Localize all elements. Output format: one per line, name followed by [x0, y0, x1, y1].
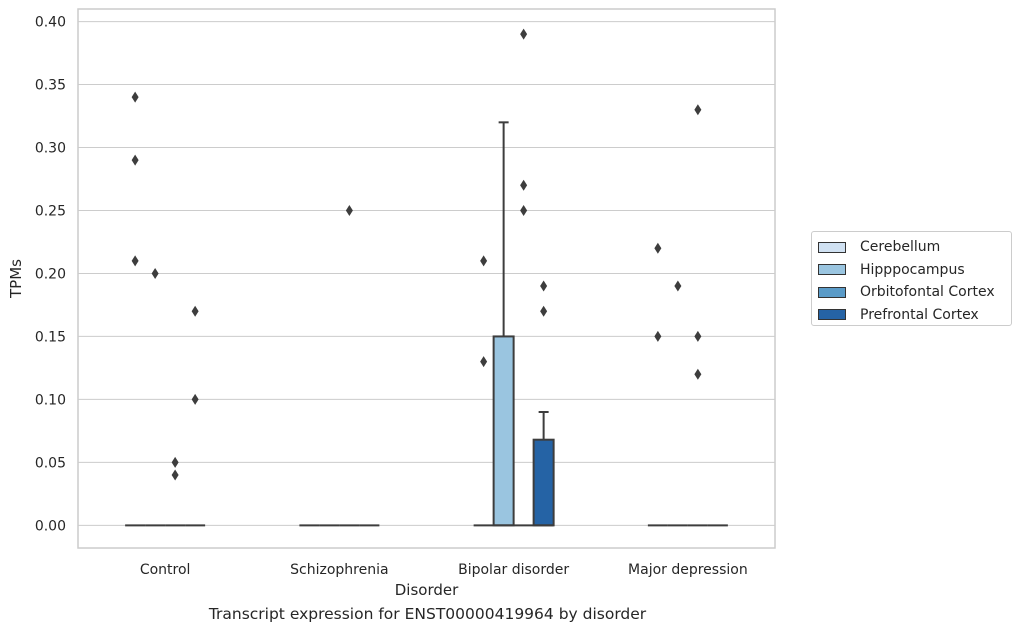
- outlier-point: [151, 267, 159, 279]
- outlier-point: [131, 154, 139, 166]
- legend-item-orbitofrontal-cortex: Orbitofontal Cortex: [818, 281, 1011, 304]
- box: [492, 335, 515, 527]
- legend-label: Hipppocampus: [860, 261, 965, 278]
- x-tick-label: Schizophrenia: [290, 562, 388, 578]
- outlier-point: [131, 255, 139, 267]
- chart-caption: Transcript expression for ENST0000041996…: [208, 605, 647, 623]
- legend-label: Cerebellum: [860, 239, 941, 256]
- outlier-point: [520, 179, 528, 191]
- legend-item-cerebellum: Cerebellum: [818, 236, 1011, 259]
- legend-item-prefrontal-cortex: Prefrontal Cortex: [818, 304, 1011, 327]
- y-tick-label: 0.40: [35, 15, 66, 31]
- outlier-point: [520, 28, 528, 40]
- outlier-point: [520, 204, 528, 216]
- y-tick-label: 0.35: [35, 78, 66, 94]
- x-tick-label: Control: [140, 562, 191, 578]
- y-tick-label: 0.15: [35, 329, 66, 345]
- legend-item-hippocampus: Hipppocampus: [818, 259, 1011, 282]
- outlier-point: [191, 393, 199, 405]
- y-tick-label: 0.30: [35, 141, 66, 157]
- outlier-point: [654, 330, 662, 342]
- y-tick-label: 0.00: [35, 518, 66, 534]
- legend-swatch: [818, 264, 846, 276]
- outlier-point: [694, 368, 702, 380]
- outlier-point: [540, 280, 548, 292]
- legend-swatch: [818, 286, 846, 298]
- outlier-point: [674, 280, 682, 292]
- outlier-point: [540, 305, 548, 317]
- x-axis-label: Disorder: [395, 581, 459, 599]
- legend-label: Prefrontal Cortex: [860, 306, 979, 323]
- x-tick-label: Bipolar disorder: [458, 562, 569, 578]
- y-tick-label: 0.20: [35, 266, 66, 282]
- legend: Cerebellum Hipppocampus Orbitofontal Cor…: [811, 231, 1012, 326]
- outlier-point: [171, 469, 179, 481]
- legend-label: Orbitofontal Cortex: [860, 284, 995, 301]
- outlier-point: [694, 330, 702, 342]
- plot-frame: [77, 8, 776, 549]
- outlier-point: [345, 204, 353, 216]
- y-tick-label: 0.25: [35, 203, 66, 219]
- legend-swatch: [818, 309, 846, 321]
- outlier-point: [480, 255, 488, 267]
- legend-swatch: [818, 241, 846, 253]
- outlier-point: [191, 305, 199, 317]
- y-tick-label: 0.05: [35, 455, 66, 471]
- y-tick-label: 0.10: [35, 392, 66, 408]
- x-tick-label: Major depression: [628, 562, 748, 578]
- outlier-point: [694, 104, 702, 116]
- y-axis-label: TPMs: [7, 259, 25, 299]
- box: [532, 438, 555, 527]
- outlier-point: [131, 91, 139, 103]
- outlier-point: [171, 456, 179, 468]
- outlier-point: [654, 242, 662, 254]
- outlier-point: [480, 356, 488, 368]
